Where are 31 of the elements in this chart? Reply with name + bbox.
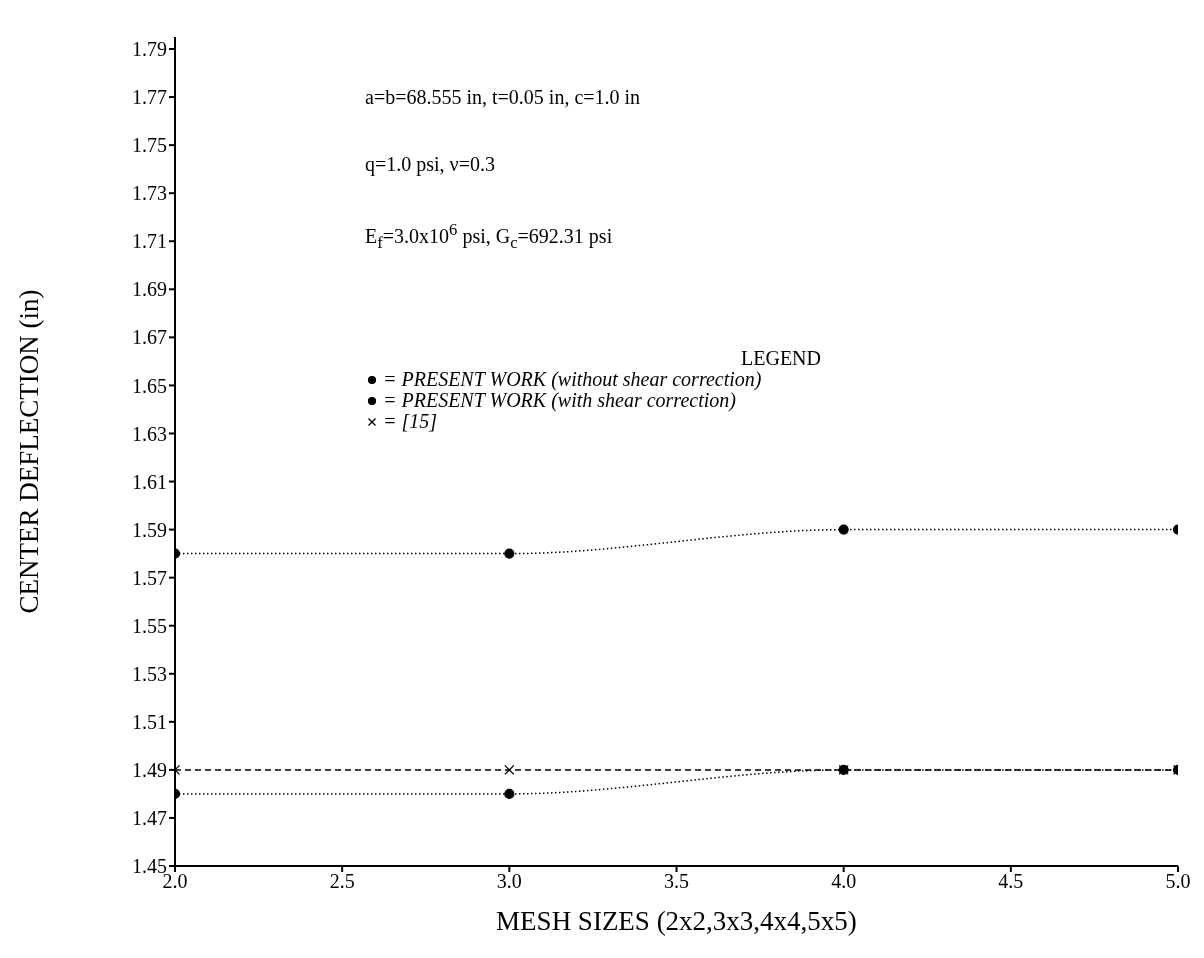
y-tick-label: 1.63 [132, 422, 167, 445]
y-tick-label: 1.55 [132, 614, 167, 637]
y-tick-label: 1.79 [132, 38, 167, 61]
legend-label: = [15] [383, 410, 438, 432]
legend-label: = PRESENT WORK (without shear correction) [383, 368, 762, 390]
y-axis-title: CENTER DEFLECTION (in) [13, 289, 44, 614]
x-tick-label: 5.0 [1165, 870, 1191, 893]
y-tick-label: 1.59 [132, 518, 167, 541]
y-tick-label: 1.57 [132, 566, 167, 589]
annotation: E$_{f}$=3.0x10$^{6}$ psi, G$_{c}$=692.31 psi [365, 220, 613, 253]
y-tick-label: 1.73 [132, 182, 167, 205]
annotation: q=1.0 psi, ν=0.3 [365, 153, 495, 176]
legend-title: LEGEND [740, 347, 821, 369]
annotation: a=b=68.555 in, t=0.05 in, c=1.0 in [365, 86, 641, 109]
x-axis-title: MESH SIZES (2x2,3x3,4x4,5x5) [495, 906, 858, 937]
y-tick-label: 1.77 [132, 86, 167, 109]
x-tick-label: 2.5 [329, 870, 355, 893]
x-tick-label: 3.0 [496, 870, 522, 893]
y-tick-label: 1.75 [132, 134, 167, 157]
y-tick-label: 1.47 [132, 807, 167, 830]
y-tick-label: 1.49 [132, 758, 167, 781]
y-tick-label: 1.67 [132, 326, 167, 349]
y-tick-label: 1.53 [132, 662, 167, 685]
y-tick-label: 1.69 [132, 278, 167, 301]
x-tick-label: 4.0 [831, 870, 857, 893]
y-tick-label: 1.51 [132, 710, 167, 733]
x-tick-label: 4.5 [998, 870, 1024, 893]
y-tick-label: 1.61 [132, 470, 167, 493]
y-tick-label: 1.65 [132, 374, 167, 397]
y-tick-label: 1.71 [132, 230, 167, 253]
x-tick-label: 3.5 [664, 870, 689, 893]
